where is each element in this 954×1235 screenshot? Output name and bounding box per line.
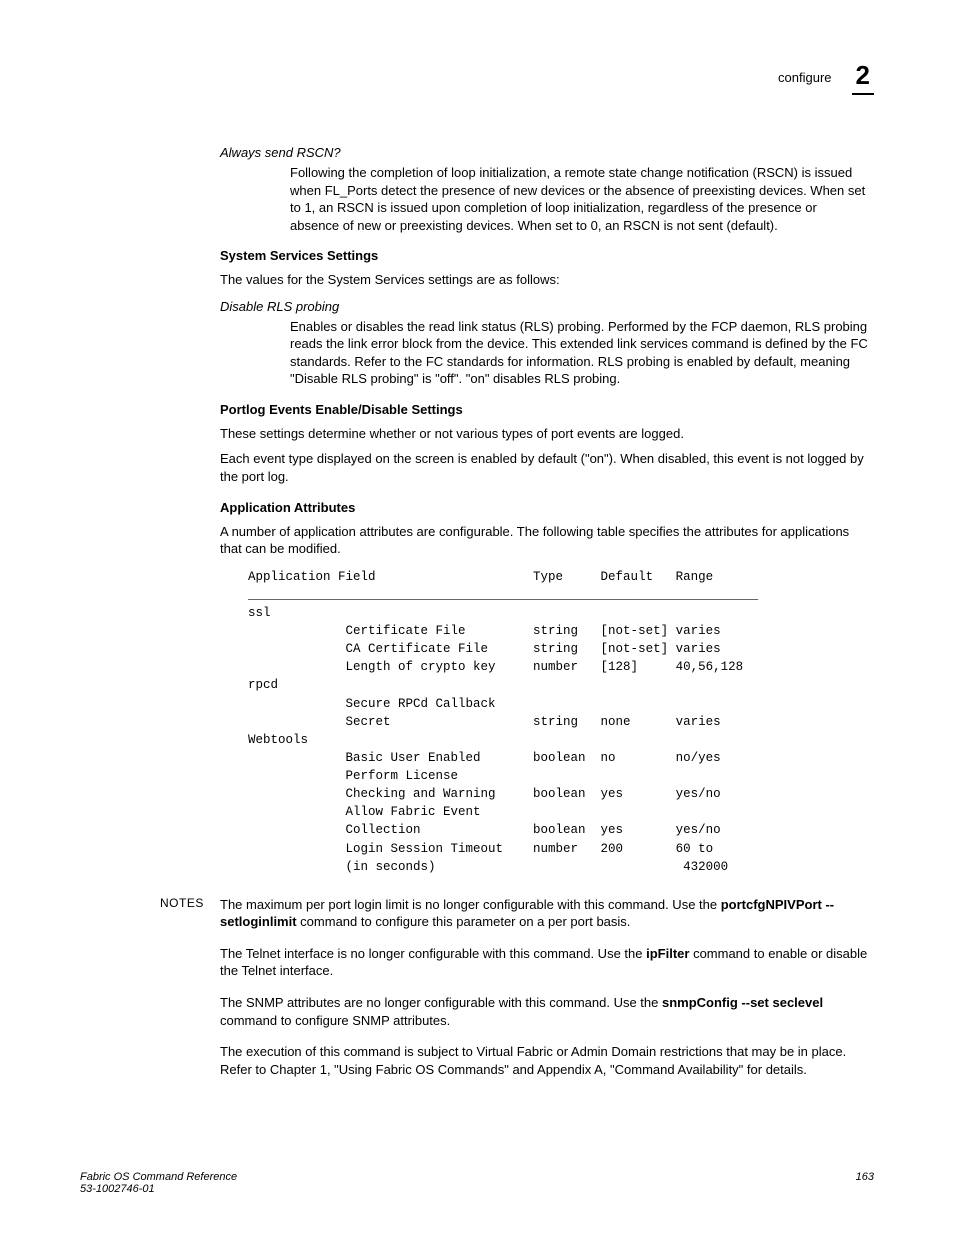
- app-attr-intro: A number of application attributes are c…: [220, 523, 874, 558]
- notes-p1c: command to configure this parameter on a…: [297, 914, 631, 929]
- portlog-p2: Each event type displayed on the screen …: [220, 450, 874, 485]
- chapter-number: 2: [852, 60, 874, 95]
- attributes-table: Application Field Type Default Range ___…: [248, 568, 874, 876]
- rscn-heading: Always send RSCN?: [220, 145, 874, 160]
- disable-rls-body: Enables or disables the read link status…: [290, 318, 869, 388]
- disable-rls-heading: Disable RLS probing: [220, 299, 874, 314]
- notes-p3b: snmpConfig --set seclevel: [662, 995, 823, 1010]
- portlog-heading: Portlog Events Enable/Disable Settings: [220, 402, 874, 417]
- portlog-p1: These settings determine whether or not …: [220, 425, 874, 443]
- footer-left: Fabric OS Command Reference 53-1002746-0…: [80, 1171, 237, 1195]
- notes-label: NOTES: [80, 896, 220, 1092]
- header-title: configure: [778, 70, 831, 85]
- footer-doc-title: Fabric OS Command Reference: [80, 1171, 237, 1183]
- notes-p3a: The SNMP attributes are no longer config…: [220, 995, 662, 1010]
- sys-services-intro: The values for the System Services setti…: [220, 271, 874, 289]
- notes-section: NOTES The maximum per port login limit i…: [80, 896, 874, 1092]
- notes-p3c: command to configure SNMP attributes.: [220, 1013, 450, 1028]
- footer-doc-id: 53-1002746-01: [80, 1183, 237, 1195]
- page-header: configure 2: [80, 60, 874, 95]
- notes-p2b: ipFilter: [646, 946, 689, 961]
- notes-p4: The execution of this command is subject…: [220, 1043, 874, 1078]
- page: configure 2 Always send RSCN? Following …: [0, 0, 954, 1235]
- sys-services-heading: System Services Settings: [220, 248, 874, 263]
- notes-p1: The maximum per port login limit is no l…: [220, 896, 874, 931]
- app-attr-heading: Application Attributes: [220, 500, 874, 515]
- notes-body: The maximum per port login limit is no l…: [220, 896, 874, 1092]
- notes-p3: The SNMP attributes are no longer config…: [220, 994, 874, 1029]
- page-footer: Fabric OS Command Reference 53-1002746-0…: [80, 1171, 874, 1195]
- rscn-body: Following the completion of loop initial…: [290, 164, 869, 234]
- notes-p1a: The maximum per port login limit is no l…: [220, 897, 721, 912]
- notes-p2a: The Telnet interface is no longer config…: [220, 946, 646, 961]
- notes-p2: The Telnet interface is no longer config…: [220, 945, 874, 980]
- footer-page-number: 163: [856, 1171, 874, 1195]
